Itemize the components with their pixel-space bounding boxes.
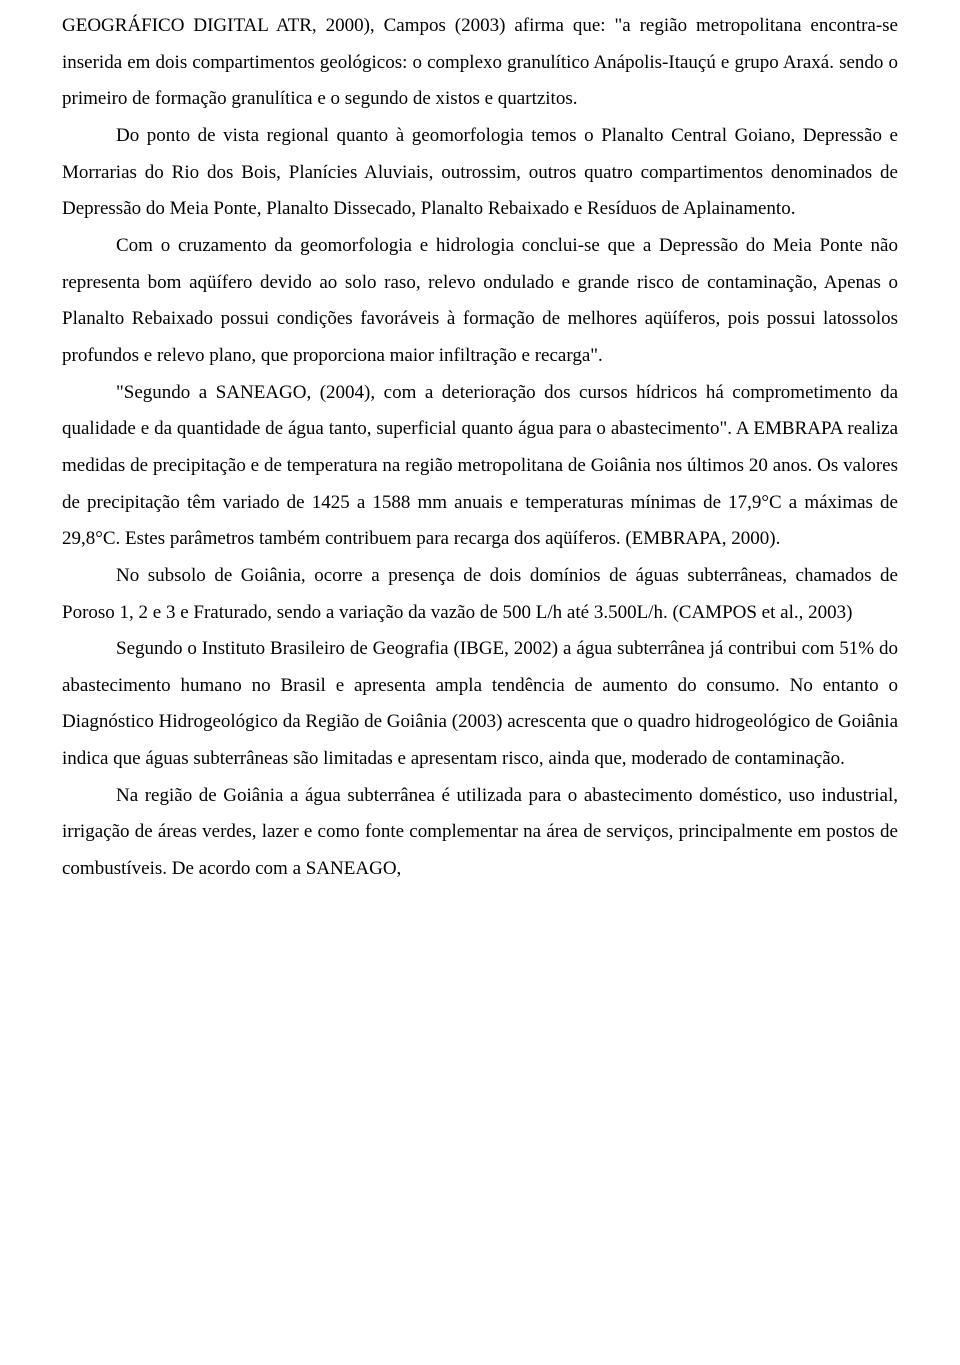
paragraph: Com o cruzamento da geomorfologia e hidr… [62, 228, 898, 375]
paragraph: No subsolo de Goiânia, ocorre a presença… [62, 558, 898, 631]
paragraph: Do ponto de vista regional quanto à geom… [62, 118, 898, 228]
paragraph: GEOGRÁFICO DIGITAL ATR, 2000), Campos (2… [62, 8, 898, 118]
paragraph: "Segundo a SANEAGO, (2004), com a deteri… [62, 375, 898, 558]
paragraph: Segundo o Instituto Brasileiro de Geogra… [62, 631, 898, 778]
document-body: GEOGRÁFICO DIGITAL ATR, 2000), Campos (2… [62, 8, 898, 888]
paragraph: Na região de Goiânia a água subterrânea … [62, 778, 898, 888]
